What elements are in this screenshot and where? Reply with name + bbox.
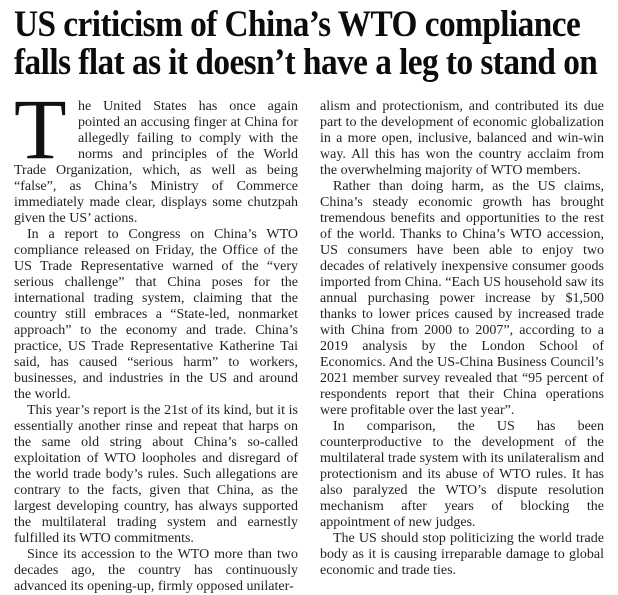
article-paragraph: Rather than doing harm, as the US claims… bbox=[320, 179, 604, 418]
article-paragraph: In comparison, the US has been counterpr… bbox=[320, 419, 604, 530]
article-paragraph: This year’s report is the 21st of its ki… bbox=[14, 403, 298, 546]
newspaper-page: US criticism of China’s WTO compliance f… bbox=[14, 5, 618, 594]
article-paragraph: The US should stop politicizing the worl… bbox=[320, 531, 604, 578]
lead-paragraph-text: he United States has once again pointed … bbox=[14, 99, 298, 226]
right-column: alism and protectionism, and contributed… bbox=[320, 99, 604, 595]
headline-line-1: US criticism of China’s WTO compliance bbox=[14, 4, 581, 45]
headline-line-2: falls flat as it doesn’t have a leg to s… bbox=[14, 42, 598, 83]
article-paragraph-continuation: alism and protectionism, and contributed… bbox=[320, 99, 604, 178]
article-paragraph: In a report to Congress on China’s WTO c… bbox=[14, 227, 298, 402]
headline: US criticism of China’s WTO compliance f… bbox=[14, 6, 618, 82]
article-paragraph: Since its accession to the WTO more than… bbox=[14, 547, 298, 594]
drop-cap: T bbox=[14, 100, 67, 163]
